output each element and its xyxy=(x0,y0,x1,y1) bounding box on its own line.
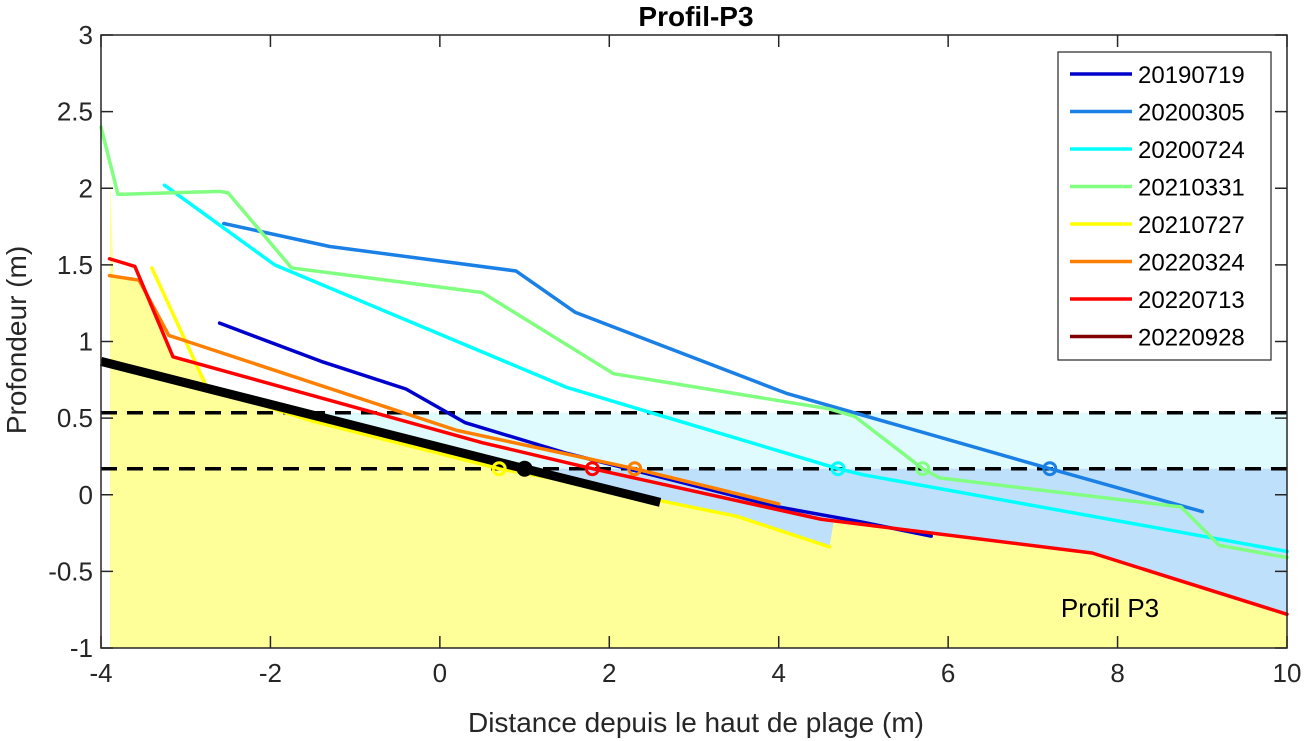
legend-box xyxy=(1057,51,1272,361)
series-line-20200305 xyxy=(222,221,1205,514)
marker-20210727 xyxy=(491,461,507,477)
y-tick-label: 2.5 xyxy=(57,97,93,127)
y-tick-label: -0.5 xyxy=(48,556,93,586)
x-axis-title: Distance depuis le haut de plage (m) xyxy=(468,707,924,738)
series-line-20220324 xyxy=(107,273,781,506)
legend-label-20210727: 20210727 xyxy=(1138,212,1245,239)
legend: 20190719 20200305 20200724 20210331 20210727… xyxy=(1057,51,1272,361)
marker-20200305 xyxy=(1042,461,1058,477)
series-line-20220713 xyxy=(107,256,1289,617)
y-tick-label: 3 xyxy=(79,20,93,50)
axes: -4 -2 0 2 4 6 8 10 -1 -0.5 0 0.5 1 1.5 2 2.5 3 xyxy=(48,20,1301,688)
x-tick-label: 2 xyxy=(602,658,616,688)
series-line-20200724 xyxy=(162,183,1289,554)
series-line-20190719 xyxy=(217,321,933,538)
legend-label-20220928: 20220928 xyxy=(1138,325,1245,352)
marker-20220324 xyxy=(627,461,643,477)
legend-label-20220713: 20220713 xyxy=(1138,287,1245,314)
y-tick-label: 1 xyxy=(79,327,93,357)
x-tick-label: -4 xyxy=(89,658,112,688)
marker-20210331 xyxy=(915,461,931,477)
x-tick-label: 4 xyxy=(771,658,785,688)
marker-20200724 xyxy=(830,461,846,477)
y-tick-label: 0 xyxy=(79,480,93,510)
marker-20220713 xyxy=(584,461,600,477)
chart-title: Profil-P3 xyxy=(638,1,753,32)
sand-area xyxy=(101,126,1287,648)
legend-label-20190719: 20190719 xyxy=(1138,62,1245,89)
x-tick-label: 0 xyxy=(433,658,447,688)
x-tick-label: -2 xyxy=(259,658,282,688)
series-lines xyxy=(99,125,1289,617)
y-tick-label: -1 xyxy=(70,633,93,663)
series-line-20210331 xyxy=(99,125,1289,560)
legend-label-20220324: 20220324 xyxy=(1138,250,1245,277)
y-tick-label: 0.5 xyxy=(57,403,93,433)
x-tick-label: 6 xyxy=(941,658,955,688)
x-tick-label: 8 xyxy=(1110,658,1124,688)
legend-label-20200305: 20200305 xyxy=(1138,100,1245,127)
legend-label-20200724: 20200724 xyxy=(1138,137,1245,164)
fill-areas xyxy=(101,35,1287,648)
y-tick-label: 2 xyxy=(79,173,93,203)
profile-annotation: Profil P3 xyxy=(1061,593,1159,623)
y-tick-label: 1.5 xyxy=(57,250,93,280)
reference-profile-marker xyxy=(516,460,533,477)
x-tick-label: 10 xyxy=(1273,658,1302,688)
legend-label-20210331: 20210331 xyxy=(1138,175,1245,202)
y-axis-title: Profondeur (m) xyxy=(1,246,32,434)
